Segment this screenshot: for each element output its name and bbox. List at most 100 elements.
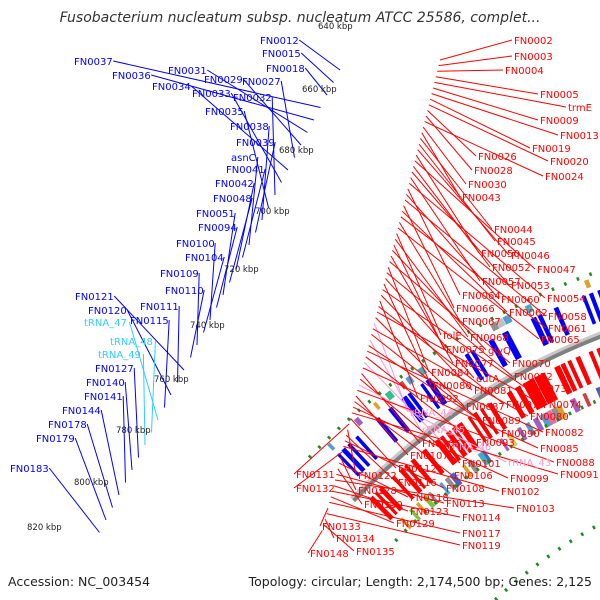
right-leader-line [417, 149, 510, 256]
left-leader-line [235, 182, 255, 271]
right-gene-label: FN0013 [560, 131, 599, 142]
left-gene-label: FN0038 [230, 122, 269, 133]
cog-category-block [544, 409, 557, 426]
right-gene-label: FN0002 [514, 36, 553, 47]
right-gene-label: FN0108 [446, 484, 485, 495]
right-gene-label: FN0134 [336, 534, 375, 545]
right-leader-line [323, 524, 355, 552]
right-leader-line [411, 171, 510, 286]
forward-gene-arrow [597, 289, 600, 299]
cog-category-block [399, 517, 412, 530]
left-leader-line [271, 96, 276, 196]
cog-category-block [532, 416, 545, 432]
forward-gene-arrow [375, 417, 399, 443]
right-gene-label: FN0005 [540, 90, 579, 101]
right-gene-label: FN0004 [505, 66, 544, 77]
right-leader-line [355, 395, 409, 456]
reverse-gene-arrow [596, 347, 600, 359]
outer-category-block [524, 303, 534, 314]
right-gene-label: FN0123 [410, 507, 449, 518]
outer-category-block [584, 279, 592, 289]
left-gene-label: FN0127 [95, 364, 134, 375]
right-leader-line [333, 485, 409, 512]
right-gene-label: FN0133 [322, 522, 361, 533]
right-gene-label: FN0114 [462, 513, 501, 524]
right-leader-line [439, 39, 513, 61]
left-gene-label: tRNA_48 [110, 337, 153, 348]
left-leader-line [151, 340, 156, 433]
kbp-position-label: 680 kbp [279, 146, 314, 156]
right-gene-label: FN0057 [482, 277, 521, 288]
right-leader-line [319, 507, 329, 527]
right-gene-label: FN0044 [494, 225, 533, 236]
left-gene-label: FN0041 [226, 165, 265, 176]
reverse-gene-arrow [440, 435, 462, 462]
left-leader-line [190, 289, 205, 358]
right-gene-label: FN0088 [556, 458, 595, 469]
reverse-gene-arrow [539, 372, 559, 402]
left-gene-label: FN0115 [130, 316, 169, 327]
outer-category-block [327, 442, 336, 451]
right-gene-label: FN0030 [468, 180, 507, 191]
right-leader-line [420, 138, 493, 230]
right-leader-line [362, 367, 539, 449]
left-gene-label: FN0032 [233, 93, 272, 104]
left-gene-label: FN0141 [84, 392, 123, 403]
right-leader-line [431, 93, 559, 136]
right-leader-line [337, 468, 363, 505]
cog-category-block [550, 406, 563, 423]
left-gene-label: FN0051 [196, 209, 235, 220]
left-gene-label: FN0109 [160, 269, 199, 280]
outer-category-block [495, 317, 506, 329]
right-leader-line [408, 182, 546, 299]
cog-category-block [569, 397, 581, 413]
right-leader-line [424, 121, 544, 177]
right-gene-label: FN0075 [446, 345, 485, 356]
reverse-gene-arrow [575, 355, 592, 386]
left-gene-label: FN0033 [192, 89, 231, 100]
right-leader-line [392, 250, 487, 351]
kbp-position-label: 660 kbp [302, 85, 337, 95]
right-gene-label: FN0148 [310, 549, 349, 560]
kbp-position-label: 640 kbp [318, 22, 353, 32]
right-leader-line [428, 104, 549, 162]
left-gene-label: FN0100 [176, 239, 215, 250]
right-leader-line [390, 255, 454, 364]
left-leader-line [280, 80, 295, 158]
left-leader-line [113, 295, 185, 371]
right-leader-line [383, 283, 432, 386]
reverse-gene-arrow [534, 374, 554, 405]
right-gene-label: FN0077 [455, 359, 494, 370]
right-leader-line [380, 294, 473, 391]
kbp-position-label: 780 kbp [116, 426, 151, 436]
right-gene-label: FN0054 [547, 294, 586, 305]
reverse-gene-arrow [404, 464, 427, 490]
topology-summary: Topology: circular; Length: 2,174,500 bp… [248, 574, 592, 589]
cog-category-block [449, 472, 463, 487]
right-leader-line [394, 238, 469, 338]
cog-category-block [467, 459, 480, 474]
right-leader-line [385, 278, 475, 379]
right-gene-label: FN0079 [506, 400, 545, 411]
cog-category-block [499, 438, 510, 452]
right-gene-label: FN0046 [511, 251, 550, 262]
forward-gene-arrow [407, 392, 429, 419]
left-gene-label: FN0042 [215, 179, 254, 190]
right-gene-label: FN0053 [511, 281, 550, 292]
right-leader-line [406, 194, 500, 300]
left-gene-label: FN0094 [198, 223, 237, 234]
right-gene-label: FN0052 [492, 263, 531, 274]
cog-category-block [539, 412, 552, 428]
right-leader-line [332, 490, 461, 518]
outer-category-block [417, 366, 428, 377]
right-gene-label: FN0107 [410, 451, 449, 462]
right-gene-label: FN0084 [431, 368, 470, 379]
right-leader-line [404, 199, 547, 317]
left-leader-line [300, 52, 334, 83]
outer-category-block [384, 390, 395, 401]
left-gene-label: FN0110 [165, 286, 204, 297]
right-leader-line [361, 373, 421, 444]
forward-gene-arrow [530, 316, 549, 347]
